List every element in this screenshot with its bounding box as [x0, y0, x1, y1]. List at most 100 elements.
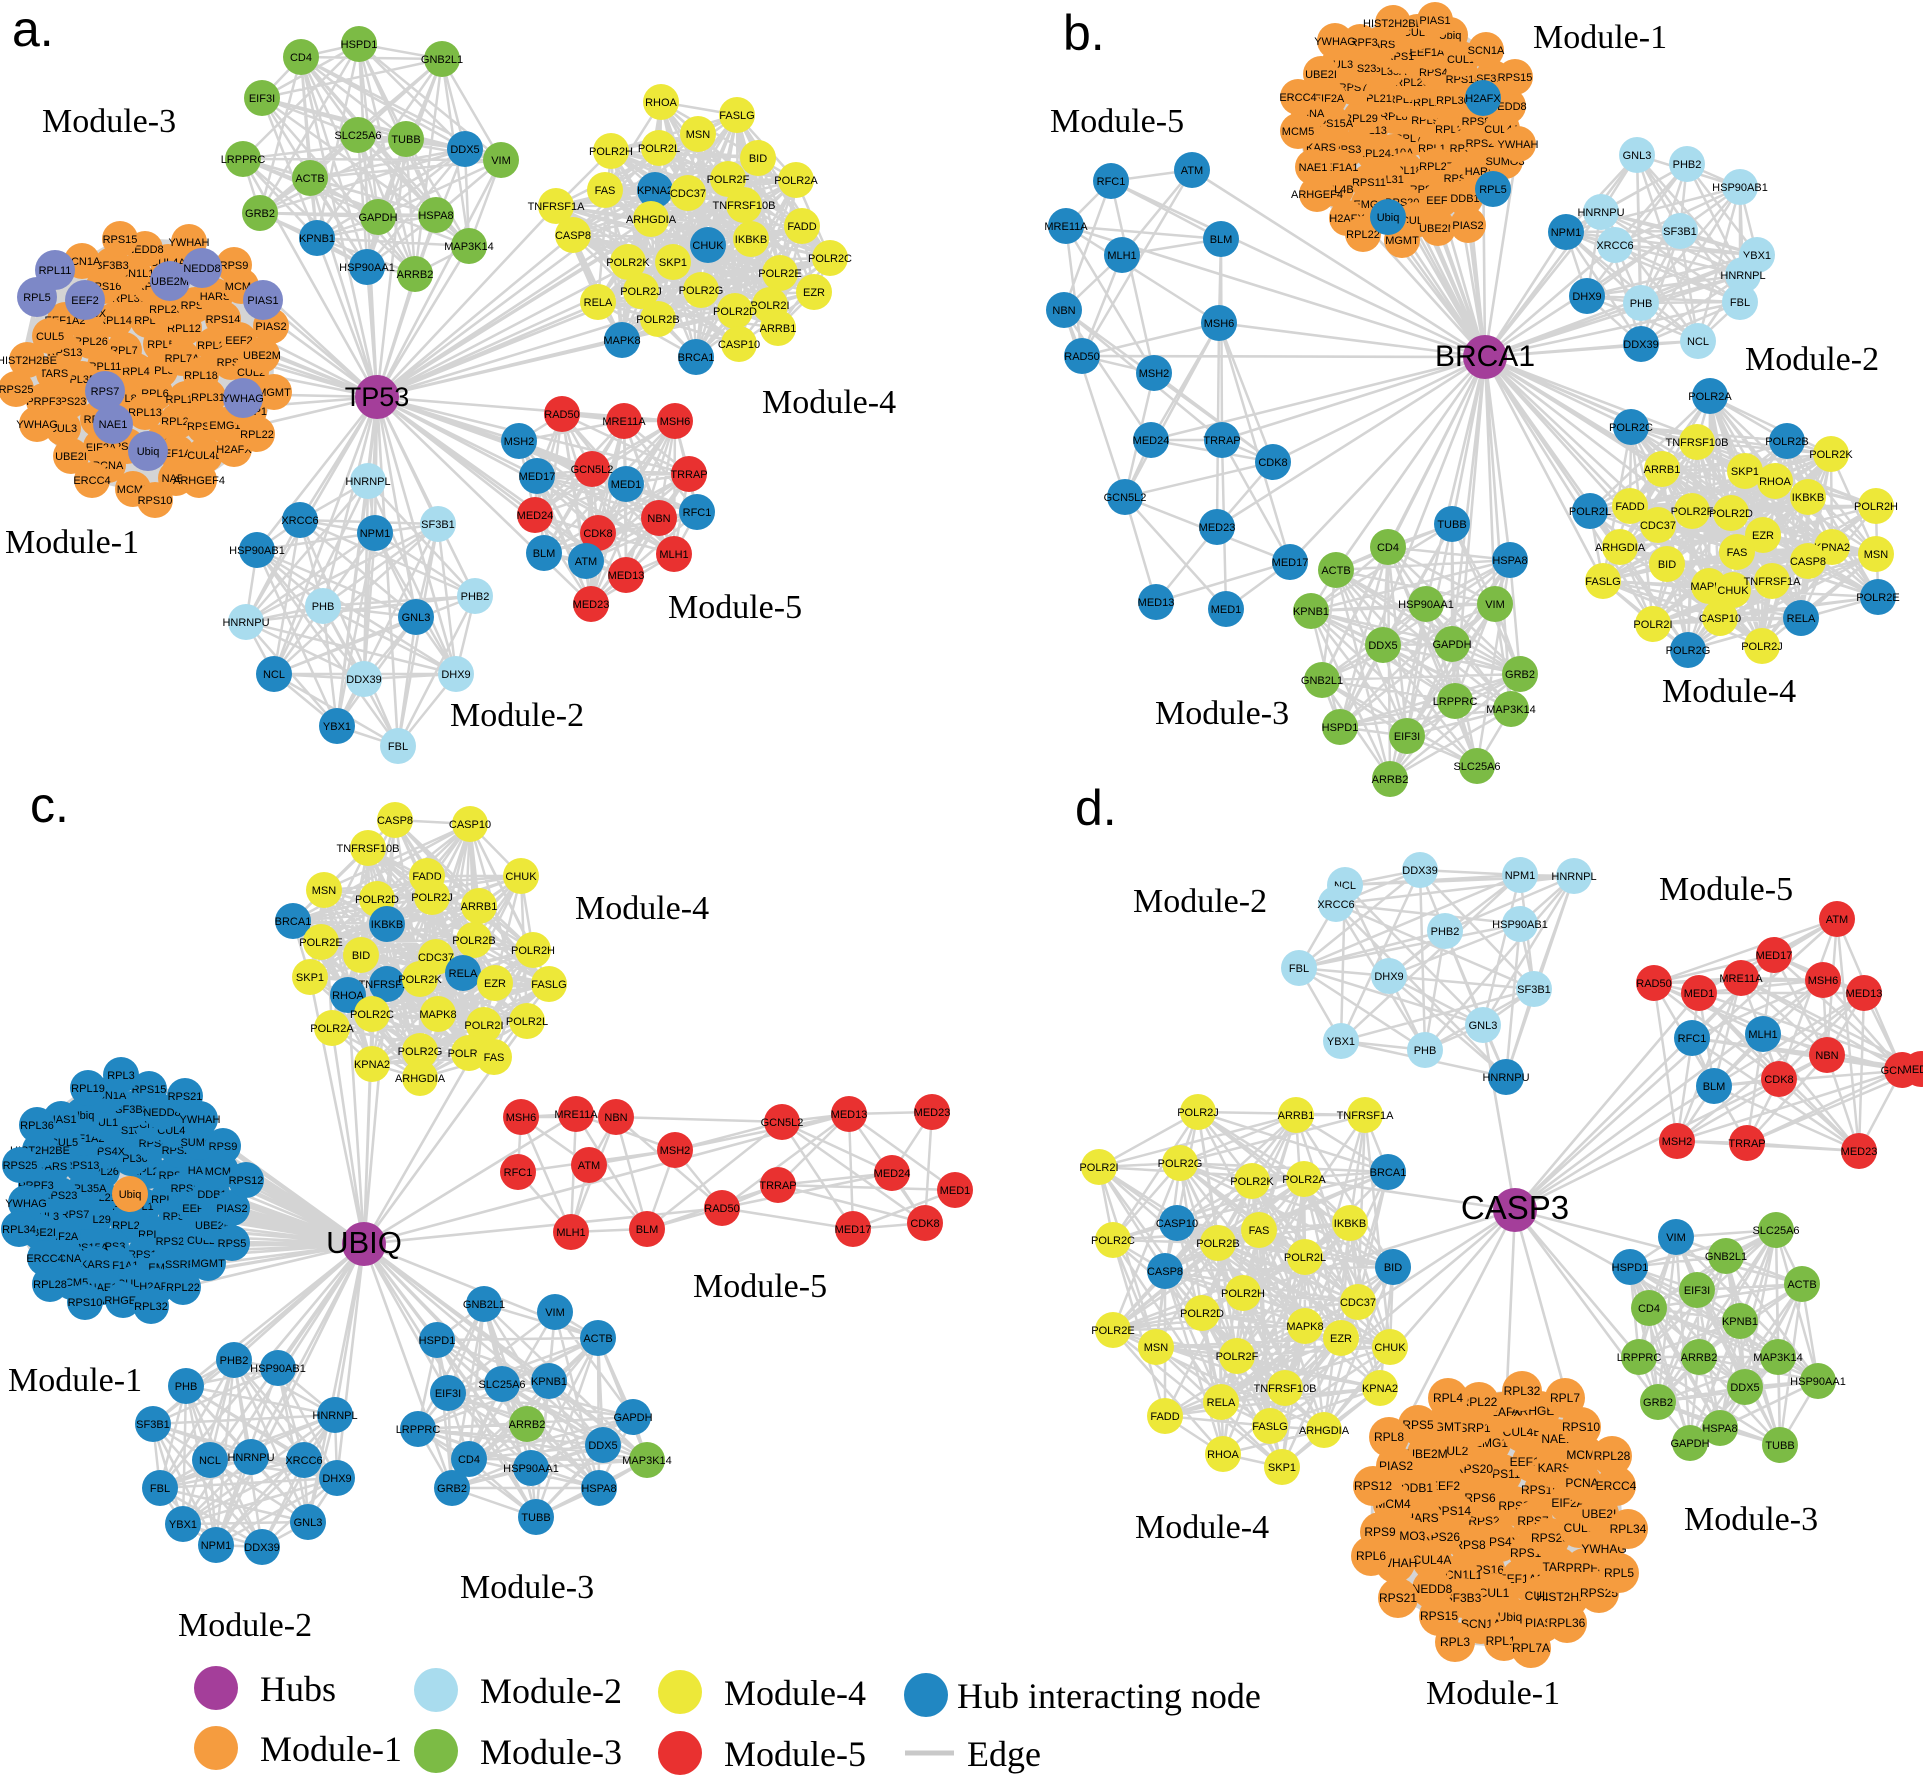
- svg-text:BLM: BLM: [533, 548, 556, 560]
- svg-text:GRB2: GRB2: [437, 1483, 467, 1495]
- svg-text:PHB2: PHB2: [1673, 159, 1702, 171]
- svg-text:FAS: FAS: [1727, 547, 1748, 559]
- svg-text:NAE1: NAE1: [99, 419, 128, 431]
- svg-text:POLR2A: POLR2A: [1282, 1174, 1326, 1186]
- svg-text:UBE2I: UBE2I: [1305, 69, 1337, 81]
- svg-text:NPM1: NPM1: [201, 1540, 232, 1552]
- svg-text:NEDD8: NEDD8: [1412, 1582, 1453, 1596]
- svg-text:EIF3I: EIF3I: [435, 1388, 461, 1400]
- svg-text:RPS14: RPS14: [206, 314, 241, 326]
- svg-text:Module-4: Module-4: [1662, 673, 1796, 710]
- svg-text:NAE1: NAE1: [1299, 162, 1328, 174]
- svg-text:H2AFX: H2AFX: [216, 444, 252, 456]
- svg-text:RPL22: RPL22: [1346, 229, 1380, 241]
- svg-text:PIAS2: PIAS2: [1452, 220, 1483, 232]
- svg-text:BLM: BLM: [636, 1224, 659, 1236]
- svg-text:RPL7: RPL7: [1550, 1391, 1580, 1405]
- svg-text:KPNB1: KPNB1: [1722, 1316, 1758, 1328]
- svg-text:IKBKB: IKBKB: [735, 234, 767, 246]
- svg-text:PHB2: PHB2: [220, 1355, 249, 1367]
- svg-text:EZR: EZR: [803, 287, 825, 299]
- svg-text:MRE11A: MRE11A: [1044, 221, 1088, 233]
- svg-text:RPS8: RPS8: [1462, 116, 1491, 128]
- svg-text:NEDD8: NEDD8: [143, 1107, 180, 1119]
- svg-text:RPS13: RPS13: [65, 1160, 100, 1172]
- svg-text:CDK8: CDK8: [910, 1218, 939, 1230]
- svg-text:EIF3I: EIF3I: [1394, 731, 1420, 743]
- svg-text:RPL3: RPL3: [107, 1070, 135, 1082]
- svg-text:DDX39: DDX39: [1623, 339, 1658, 351]
- svg-text:EIF3I: EIF3I: [1684, 1285, 1710, 1297]
- svg-text:MSH2: MSH2: [660, 1145, 691, 1157]
- svg-text:VIM: VIM: [491, 155, 511, 167]
- svg-text:Module-4: Module-4: [762, 384, 896, 421]
- svg-text:SKP1: SKP1: [1268, 1462, 1296, 1474]
- svg-text:RPL23: RPL23: [149, 304, 183, 316]
- svg-text:GAPDH: GAPDH: [1670, 1438, 1709, 1450]
- svg-text:RPL4: RPL4: [1433, 1391, 1463, 1405]
- svg-text:UBIQ: UBIQ: [326, 1225, 402, 1260]
- svg-text:ARHGDIA: ARHGDIA: [1299, 1425, 1350, 1437]
- svg-text:RPS10: RPS10: [68, 1297, 103, 1309]
- svg-text:POLR2L: POLR2L: [1284, 1252, 1326, 1264]
- svg-text:RPS8: RPS8: [139, 1138, 168, 1150]
- svg-text:HNRNPL: HNRNPL: [345, 476, 390, 488]
- svg-text:CASP8: CASP8: [1790, 556, 1826, 568]
- svg-text:MED1: MED1: [1211, 604, 1242, 616]
- svg-text:HSPA8: HSPA8: [418, 210, 453, 222]
- svg-text:PIAS1: PIAS1: [1419, 15, 1450, 27]
- svg-text:LRPPRC: LRPPRC: [396, 1424, 441, 1436]
- svg-text:Ubiq: Ubiq: [1377, 212, 1400, 224]
- svg-text:UBE2M: UBE2M: [243, 350, 281, 362]
- svg-text:RPL18: RPL18: [184, 370, 218, 382]
- svg-text:RPS21: RPS21: [168, 1091, 203, 1103]
- svg-text:UBE2M: UBE2M: [151, 276, 189, 288]
- svg-text:RPS10: RPS10: [138, 495, 173, 507]
- svg-text:SLC25A6: SLC25A6: [334, 130, 381, 142]
- svg-text:POLR2G: POLR2G: [1666, 645, 1711, 657]
- svg-text:VIM: VIM: [1666, 1232, 1686, 1244]
- svg-text:RELA: RELA: [1787, 613, 1816, 625]
- svg-text:UBE2I: UBE2I: [55, 451, 87, 463]
- svg-text:BRCA1: BRCA1: [1435, 340, 1535, 373]
- svg-text:KPNA2: KPNA2: [1814, 542, 1850, 554]
- svg-text:SLC25A6: SLC25A6: [478, 1379, 525, 1391]
- svg-text:CASP10: CASP10: [1699, 613, 1741, 625]
- svg-text:POLR2C: POLR2C: [1609, 422, 1653, 434]
- svg-text:RPS7: RPS7: [61, 1209, 90, 1221]
- svg-text:TRRAP: TRRAP: [1203, 435, 1240, 447]
- svg-text:EEF2: EEF2: [71, 295, 99, 307]
- svg-text:DHX9: DHX9: [1374, 971, 1403, 983]
- svg-text:RPS9: RPS9: [1364, 1525, 1396, 1539]
- svg-text:GAPDH: GAPDH: [358, 212, 397, 224]
- svg-text:IKBKB: IKBKB: [371, 919, 403, 931]
- svg-text:MAP3K14: MAP3K14: [444, 241, 494, 253]
- svg-text:FBL: FBL: [1730, 297, 1750, 309]
- svg-text:PHB: PHB: [175, 1381, 198, 1393]
- svg-text:DDX39: DDX39: [1402, 865, 1437, 877]
- svg-text:TUBB: TUBB: [521, 1512, 550, 1524]
- svg-text:MED1: MED1: [940, 1185, 971, 1197]
- svg-text:NCL: NCL: [199, 1455, 221, 1467]
- svg-text:RFC1: RFC1: [1097, 176, 1126, 188]
- svg-text:XRCC6: XRCC6: [1596, 240, 1633, 252]
- svg-text:RHOA: RHOA: [645, 97, 677, 109]
- svg-text:FBL: FBL: [150, 1483, 170, 1495]
- svg-text:RPL32: RPL32: [134, 1301, 168, 1313]
- svg-text:DDX5: DDX5: [588, 1440, 617, 1452]
- svg-text:ARRB2: ARRB2: [509, 1419, 546, 1431]
- svg-text:Module-2: Module-2: [1745, 341, 1879, 378]
- svg-text:CUL5: CUL5: [1525, 1589, 1556, 1603]
- svg-text:SF3B1: SF3B1: [1663, 226, 1697, 238]
- svg-text:BRCA1: BRCA1: [678, 352, 715, 364]
- svg-text:RPS12: RPS12: [229, 1175, 264, 1187]
- svg-text:XRCC6: XRCC6: [1317, 899, 1354, 911]
- svg-text:ARHGDIA: ARHGDIA: [626, 214, 677, 226]
- svg-text:MED23: MED23: [573, 599, 610, 611]
- svg-text:MED1: MED1: [611, 479, 642, 491]
- svg-text:RPS5: RPS5: [218, 1238, 247, 1250]
- svg-text:MSH6: MSH6: [1808, 975, 1839, 987]
- svg-text:GNB2L1: GNB2L1: [463, 1299, 505, 1311]
- svg-text:TP53: TP53: [345, 382, 410, 412]
- svg-text:MED17: MED17: [835, 1224, 872, 1236]
